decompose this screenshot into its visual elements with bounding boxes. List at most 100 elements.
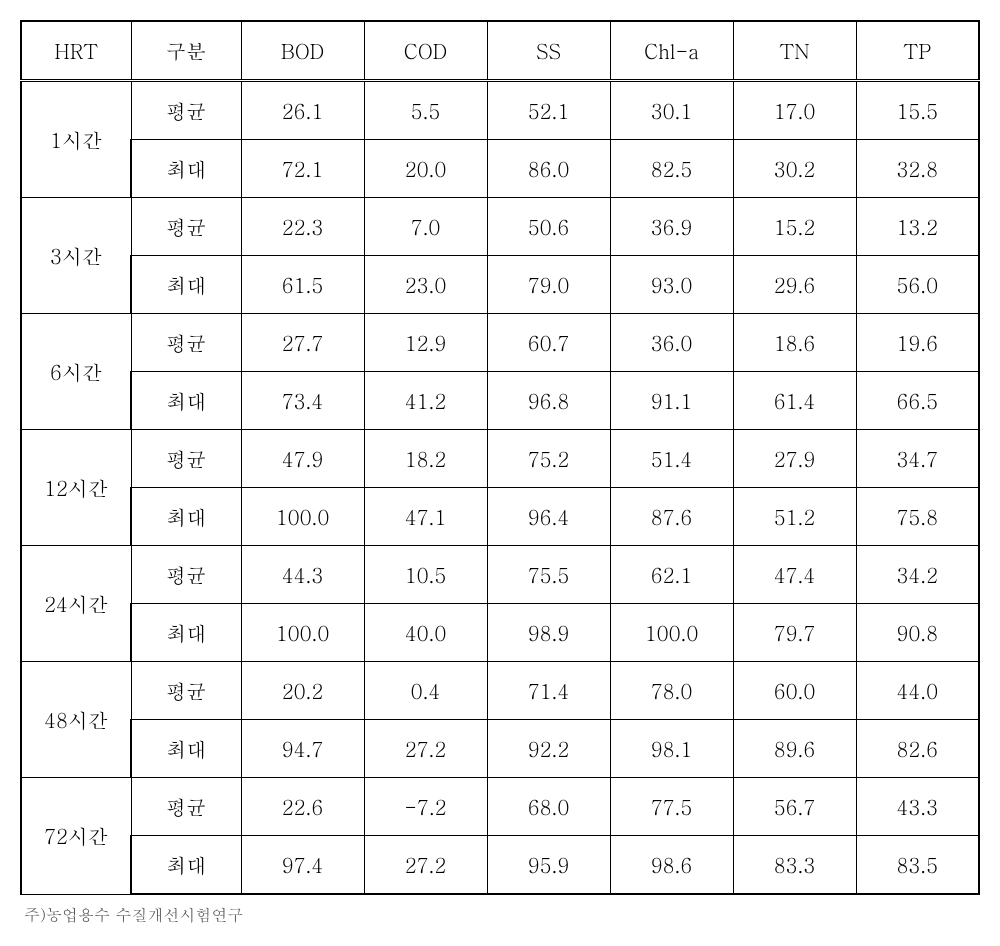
col-header-tp: TP bbox=[856, 21, 979, 81]
value-cell: 92.2 bbox=[487, 720, 610, 778]
table-row: 3시간 평균 22.3 7.0 50.6 36.9 15.2 13.2 bbox=[21, 198, 979, 256]
table-row: 최대 100.0 40.0 98.9 100.0 79.7 90.8 bbox=[21, 604, 979, 662]
value-cell: 36.0 bbox=[610, 314, 733, 372]
value-cell: 60.0 bbox=[733, 662, 856, 720]
gubun-cell: 평균 bbox=[131, 81, 241, 140]
value-cell: 41.2 bbox=[364, 372, 487, 430]
value-cell: -7.2 bbox=[364, 778, 487, 836]
value-cell: 18.2 bbox=[364, 430, 487, 488]
gubun-cell: 최대 bbox=[131, 836, 241, 895]
gubun-cell: 평균 bbox=[131, 314, 241, 372]
value-cell: 18.6 bbox=[733, 314, 856, 372]
value-cell: 100.0 bbox=[241, 604, 364, 662]
value-cell: 22.6 bbox=[241, 778, 364, 836]
table-header-row: HRT 구분 BOD COD SS Chl-a TN TP bbox=[21, 21, 979, 81]
value-cell: 82.6 bbox=[856, 720, 979, 778]
value-cell: 78.0 bbox=[610, 662, 733, 720]
value-cell: 79.0 bbox=[487, 256, 610, 314]
value-cell: 73.4 bbox=[241, 372, 364, 430]
value-cell: 27.9 bbox=[733, 430, 856, 488]
value-cell: 30.1 bbox=[610, 81, 733, 140]
value-cell: 94.7 bbox=[241, 720, 364, 778]
value-cell: 62.1 bbox=[610, 546, 733, 604]
value-cell: 75.5 bbox=[487, 546, 610, 604]
value-cell: 26.1 bbox=[241, 81, 364, 140]
table-row: 12시간 평균 47.9 18.2 75.2 51.4 27.9 34.7 bbox=[21, 430, 979, 488]
value-cell: 52.1 bbox=[487, 81, 610, 140]
value-cell: 51.2 bbox=[733, 488, 856, 546]
value-cell: 27.7 bbox=[241, 314, 364, 372]
value-cell: 23.0 bbox=[364, 256, 487, 314]
col-header-chla: Chl-a bbox=[610, 21, 733, 81]
value-cell: 27.2 bbox=[364, 720, 487, 778]
hrt-cell: 3시간 bbox=[21, 198, 131, 314]
hrt-cell: 72시간 bbox=[21, 778, 131, 895]
table-row: 최대 94.7 27.2 92.2 98.1 89.6 82.6 bbox=[21, 720, 979, 778]
table-row: 최대 100.0 47.1 96.4 87.6 51.2 75.8 bbox=[21, 488, 979, 546]
gubun-cell: 최대 bbox=[131, 604, 241, 662]
gubun-cell: 평균 bbox=[131, 778, 241, 836]
value-cell: 75.2 bbox=[487, 430, 610, 488]
gubun-cell: 평균 bbox=[131, 198, 241, 256]
value-cell: 86.0 bbox=[487, 140, 610, 198]
col-header-tn: TN bbox=[733, 21, 856, 81]
value-cell: 20.0 bbox=[364, 140, 487, 198]
hrt-cell: 6시간 bbox=[21, 314, 131, 430]
col-header-ss: SS bbox=[487, 21, 610, 81]
value-cell: 27.2 bbox=[364, 836, 487, 895]
value-cell: 13.2 bbox=[856, 198, 979, 256]
value-cell: 66.5 bbox=[856, 372, 979, 430]
value-cell: 34.2 bbox=[856, 546, 979, 604]
gubun-cell: 평균 bbox=[131, 662, 241, 720]
value-cell: 5.5 bbox=[364, 81, 487, 140]
col-header-bod: BOD bbox=[241, 21, 364, 81]
value-cell: 12.9 bbox=[364, 314, 487, 372]
value-cell: 68.0 bbox=[487, 778, 610, 836]
value-cell: 98.9 bbox=[487, 604, 610, 662]
value-cell: 75.8 bbox=[856, 488, 979, 546]
gubun-cell: 최대 bbox=[131, 488, 241, 546]
value-cell: 72.1 bbox=[241, 140, 364, 198]
value-cell: 32.8 bbox=[856, 140, 979, 198]
value-cell: 17.0 bbox=[733, 81, 856, 140]
col-header-hrt: HRT bbox=[21, 21, 131, 81]
gubun-cell: 최대 bbox=[131, 720, 241, 778]
value-cell: 93.0 bbox=[610, 256, 733, 314]
table-row: 최대 97.4 27.2 95.9 98.6 83.3 83.5 bbox=[21, 836, 979, 895]
value-cell: 97.4 bbox=[241, 836, 364, 895]
value-cell: 83.3 bbox=[733, 836, 856, 895]
value-cell: 82.5 bbox=[610, 140, 733, 198]
value-cell: 98.6 bbox=[610, 836, 733, 895]
value-cell: 77.5 bbox=[610, 778, 733, 836]
table-row: 48시간 평균 20.2 0.4 71.4 78.0 60.0 44.0 bbox=[21, 662, 979, 720]
value-cell: 15.2 bbox=[733, 198, 856, 256]
value-cell: 90.8 bbox=[856, 604, 979, 662]
value-cell: 22.3 bbox=[241, 198, 364, 256]
value-cell: 47.1 bbox=[364, 488, 487, 546]
table-body: 1시간 평균 26.1 5.5 52.1 30.1 17.0 15.5 최대 7… bbox=[21, 81, 979, 895]
value-cell: 30.2 bbox=[733, 140, 856, 198]
table-row: 최대 72.1 20.0 86.0 82.5 30.2 32.8 bbox=[21, 140, 979, 198]
data-table: HRT 구분 BOD COD SS Chl-a TN TP 1시간 평균 26.… bbox=[20, 20, 980, 895]
value-cell: 100.0 bbox=[610, 604, 733, 662]
value-cell: 100.0 bbox=[241, 488, 364, 546]
table-row: 6시간 평균 27.7 12.9 60.7 36.0 18.6 19.6 bbox=[21, 314, 979, 372]
value-cell: 98.1 bbox=[610, 720, 733, 778]
value-cell: 47.9 bbox=[241, 430, 364, 488]
value-cell: 91.1 bbox=[610, 372, 733, 430]
footnote-text: 주)농업용수 수질개선시험연구 bbox=[20, 903, 980, 926]
value-cell: 10.5 bbox=[364, 546, 487, 604]
hrt-cell: 1시간 bbox=[21, 81, 131, 198]
gubun-cell: 최대 bbox=[131, 140, 241, 198]
col-header-cod: COD bbox=[364, 21, 487, 81]
value-cell: 20.2 bbox=[241, 662, 364, 720]
value-cell: 19.6 bbox=[856, 314, 979, 372]
gubun-cell: 평균 bbox=[131, 430, 241, 488]
hrt-cell: 48시간 bbox=[21, 662, 131, 778]
value-cell: 44.0 bbox=[856, 662, 979, 720]
value-cell: 7.0 bbox=[364, 198, 487, 256]
value-cell: 61.4 bbox=[733, 372, 856, 430]
hrt-cell: 12시간 bbox=[21, 430, 131, 546]
value-cell: 0.4 bbox=[364, 662, 487, 720]
value-cell: 96.8 bbox=[487, 372, 610, 430]
